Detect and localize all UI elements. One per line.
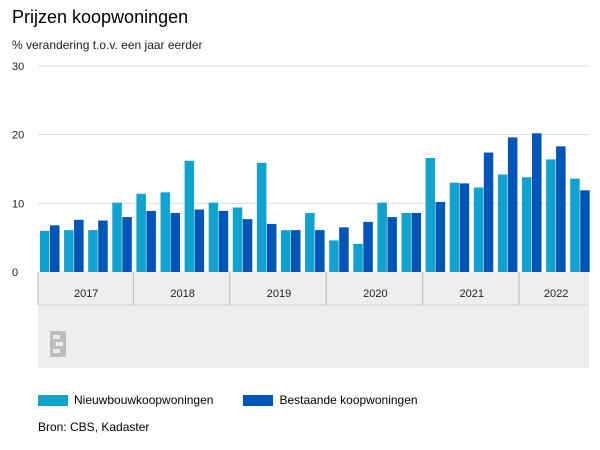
bar-series2 xyxy=(98,220,108,272)
legend-swatch-series2 xyxy=(243,394,274,406)
bar-series1 xyxy=(305,212,315,272)
bar-series1 xyxy=(473,187,484,272)
legend-item-series2: Bestaande koopwoningen xyxy=(243,393,418,407)
bar-series1 xyxy=(112,202,122,272)
bar-series2 xyxy=(483,152,494,272)
bar-series2 xyxy=(122,217,132,272)
bar-series2 xyxy=(363,221,373,272)
bar-series2 xyxy=(291,230,301,272)
y-tick-label: 30 xyxy=(12,61,24,73)
bar-series1 xyxy=(40,230,50,272)
bar-series2 xyxy=(242,219,253,272)
bar-series2 xyxy=(50,225,60,272)
bar-series1 xyxy=(329,240,339,272)
bar-series1 xyxy=(232,207,243,272)
bar-series1 xyxy=(256,162,267,272)
bar-series2 xyxy=(532,133,542,272)
bar-series1 xyxy=(570,178,580,272)
x-year-label: 2017 xyxy=(74,288,98,300)
bar-series1 xyxy=(425,158,436,272)
y-tick-label: 0 xyxy=(12,267,18,279)
x-axis-band xyxy=(37,272,589,368)
x-year-label: 2021 xyxy=(460,288,484,300)
bar-series2 xyxy=(459,183,470,272)
source-note: Bron: CBS, Kadaster xyxy=(38,420,150,434)
bars xyxy=(40,133,590,272)
bar-series1 xyxy=(160,192,170,272)
bar-series2 xyxy=(580,190,590,272)
bar-series2 xyxy=(218,210,229,272)
bar-series1 xyxy=(497,174,508,272)
bar-series1 xyxy=(184,160,195,272)
bar-chart: 0 10 20 30 2017 2018 2019 2020 2021 2022 xyxy=(12,61,590,368)
axis-band-bg xyxy=(38,272,589,368)
legend-swatch-series1 xyxy=(38,394,68,406)
y-tick-label: 20 xyxy=(12,130,24,142)
logo-cut xyxy=(53,349,60,353)
bar-series1 xyxy=(281,230,291,272)
bar-series1 xyxy=(546,159,556,272)
x-year-label: 2020 xyxy=(363,288,387,300)
y-tick-label: 10 xyxy=(12,198,24,210)
bar-series1 xyxy=(64,230,74,272)
bar-series1 xyxy=(136,193,146,272)
bar-series2 xyxy=(556,146,566,272)
bar-series2 xyxy=(194,209,205,272)
logo-cut xyxy=(56,342,63,346)
x-year-label: 2019 xyxy=(267,288,291,300)
bar-series2 xyxy=(315,230,325,272)
cbs-logo-icon xyxy=(50,331,66,357)
chart-title: Prijzen koopwoningen xyxy=(12,7,189,27)
bar-series2 xyxy=(74,219,84,272)
bar-series2 xyxy=(435,201,446,272)
bar-series1 xyxy=(88,230,98,272)
bar-series2 xyxy=(339,227,349,272)
bar-series1 xyxy=(208,202,219,272)
bar-series2 xyxy=(387,217,397,272)
bar-series2 xyxy=(411,212,421,272)
bar-series1 xyxy=(522,177,532,272)
legend-label-series2: Bestaande koopwoningen xyxy=(279,393,418,407)
legend-label-series1: Nieuwbouwkoopwoningen xyxy=(74,393,214,407)
legend-item-series1: Nieuwbouwkoopwoningen xyxy=(38,393,213,407)
bar-series2 xyxy=(146,210,156,272)
bar-series1 xyxy=(449,182,460,272)
axis-labels: 0 10 20 30 2017 2018 2019 2020 2021 2022 xyxy=(12,61,568,300)
cbs-logo-icon xyxy=(50,331,66,357)
bar-series2 xyxy=(507,137,518,272)
legend: Nieuwbouwkoopwoningen Bestaande koopwoni… xyxy=(38,393,448,407)
x-year-label: 2018 xyxy=(170,288,194,300)
logo-cut xyxy=(53,335,60,339)
bar-series1 xyxy=(401,212,411,272)
bar-series2 xyxy=(266,223,277,272)
chart-subtitle: % verandering t.o.v. een jaar eerder xyxy=(12,38,203,52)
bar-series1 xyxy=(353,243,363,272)
bar-series1 xyxy=(377,202,387,272)
bar-series2 xyxy=(170,212,180,272)
x-year-label: 2022 xyxy=(544,288,568,300)
